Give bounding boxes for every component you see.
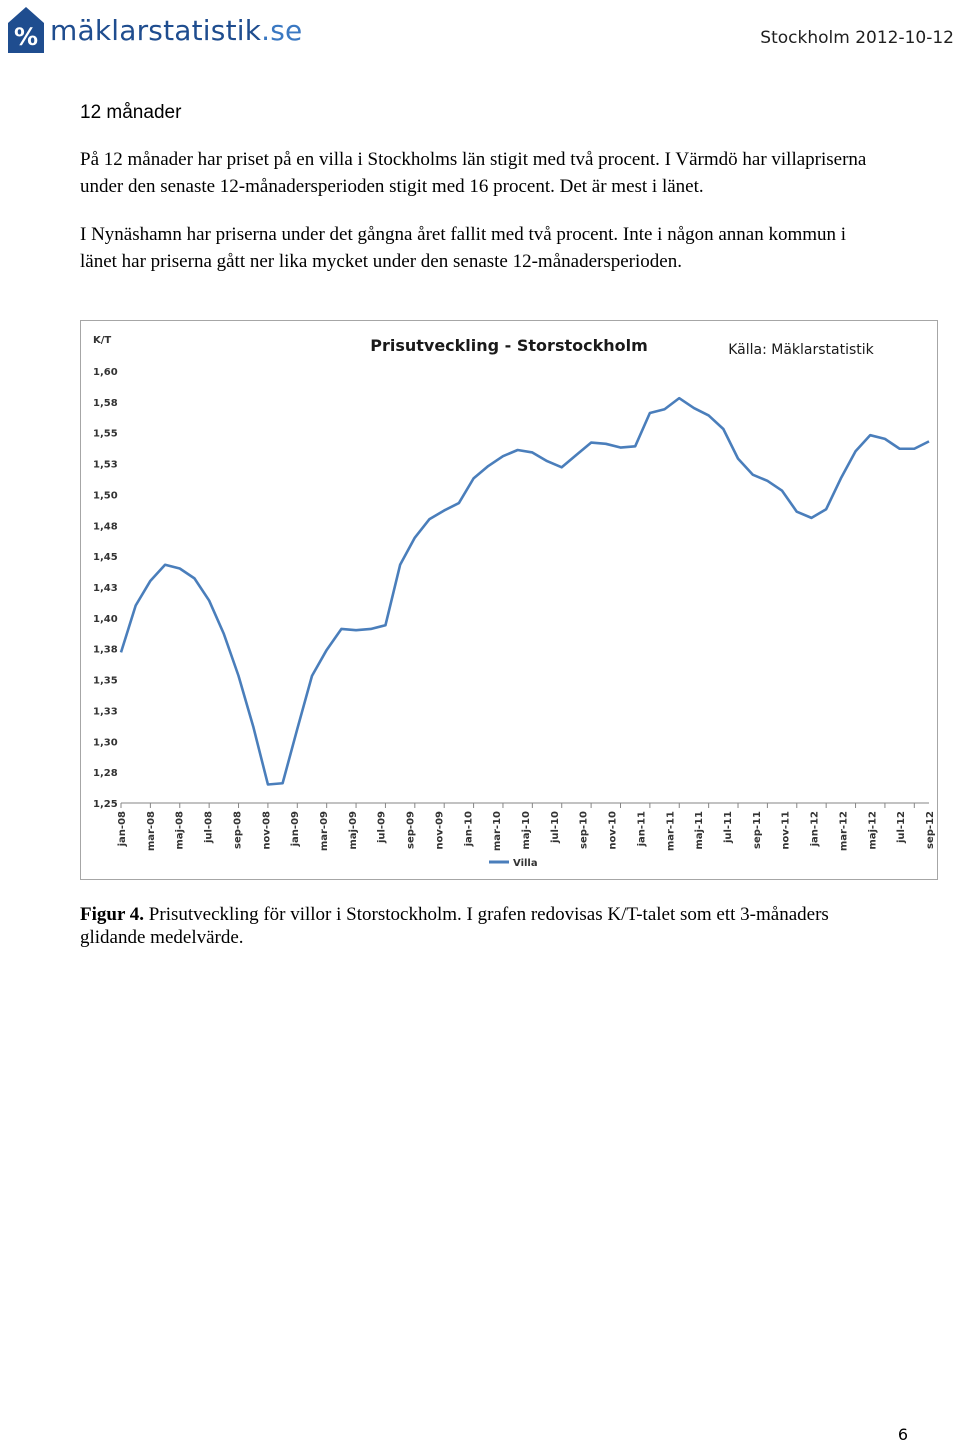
logo-wordmark: mäklarstatistik.se [50,14,302,47]
y-tick-label: 1,48 [93,521,118,532]
section-title: 12 månader [80,102,182,123]
x-tick-label: sep-10 [579,811,590,849]
x-tick-label: nov-11 [781,811,792,850]
paragraph-2: I Nynäshamn har priserna under det gångn… [80,224,847,272]
x-tick-label: maj-09 [348,811,359,850]
logo-prefix: % [14,23,38,51]
figure-caption: Figur 4. Prisutveckling för villor i Sto… [80,903,880,949]
logo[interactable]: % mäklarstatistik.se [6,4,302,56]
chart-source: Källa: Mäklarstatistik [728,342,874,358]
y-tick-label: 1,60 [93,367,118,378]
x-tick-label: sep-12 [925,811,936,849]
y-tick-label: 1,43 [93,583,118,594]
x-tick-label: mar-12 [838,811,849,851]
x-tick-label: mar-08 [146,811,157,851]
y-tick-label: 1,53 [93,460,118,471]
y-tick-label: 1,33 [93,706,118,717]
legend: Villa [489,858,538,869]
x-tick-label: sep-11 [752,811,763,849]
caption-text: Prisutveckling för villor i Storstockhol… [80,904,829,948]
chart-frame: Prisutveckling - Storstockholm Källa: Mä… [80,320,938,880]
x-tick-label: nov-08 [261,811,272,850]
x-tick-label: jul-08 [204,811,215,844]
logo-name: mäklarstatistik [50,13,262,47]
x-tick-label: jan-12 [810,811,821,847]
x-tick-label: mar-09 [319,811,330,851]
x-tick-label: jul-09 [377,811,388,844]
x-tick-label: nov-09 [434,811,445,850]
y-tick-label: 1,40 [93,614,118,625]
y-tick-label: 1,28 [93,768,118,779]
y-axis-label: K/T [93,335,111,346]
x-tick-label: jan-11 [636,811,647,847]
y-tick-label: 1,50 [93,490,118,501]
x-tick-label: maj-11 [694,811,705,850]
page-number: 6 [897,1425,908,1444]
x-tick-label: sep-08 [232,811,243,849]
series-line-villa [119,396,930,786]
paragraph-1: På 12 månader har priset på en villa i S… [80,149,867,197]
x-tick-label: maj-12 [867,811,878,850]
price-chart: Prisutveckling - Storstockholm Källa: Mä… [93,335,936,869]
legend-label-villa: Villa [513,858,538,869]
x-tick-label: mar-10 [492,811,503,851]
page-header: % mäklarstatistik.se Stockholm 2012-10-1… [0,0,960,60]
logo-tld: .se [261,13,303,47]
caption-label: Figur 4. [80,904,145,925]
y-tick-label: 1,35 [93,676,118,687]
x-tick-label: sep-09 [406,811,417,849]
x-tick-label: maj-10 [521,811,532,850]
x-tick-label: jan-09 [290,811,301,847]
y-tick-label: 1,38 [93,645,118,656]
x-tick-label: maj-08 [175,811,186,850]
x-tick-label: jan-10 [463,811,474,847]
x-tick-label: nov-10 [608,811,619,850]
house-percent-icon: % [8,7,44,53]
y-tick-label: 1,30 [93,737,118,748]
y-tick-label: 1,55 [93,429,118,440]
chart-title: Prisutveckling - Storstockholm [370,336,648,355]
y-tick-label: 1,25 [93,799,118,810]
y-tick-label: 1,45 [93,552,118,563]
y-tick-label: 1,58 [93,398,118,409]
header-date: Stockholm 2012-10-12 [760,28,954,48]
x-tick-label: jul-12 [896,811,907,844]
x-tick-label: jul-10 [550,811,561,844]
x-tick-label: mar-11 [665,811,676,851]
x-tick-label: jan-08 [117,811,128,847]
x-tick-label: jul-11 [723,811,734,844]
